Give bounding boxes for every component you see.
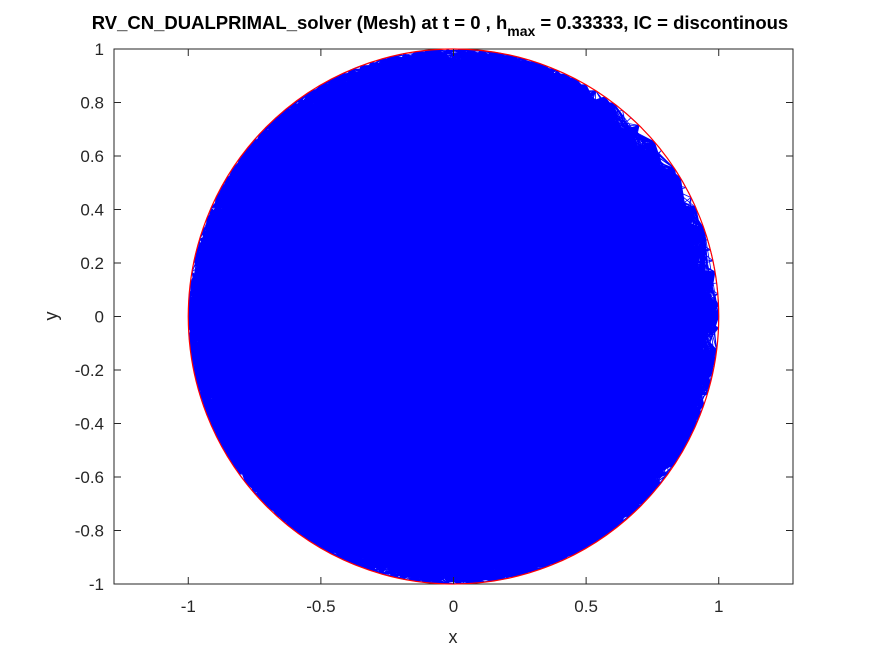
y-tick-label: 0 [95, 308, 104, 327]
y-tick-label: -1 [89, 575, 104, 594]
y-tick-label: 1 [95, 40, 104, 59]
x-tick-label: -1 [181, 597, 196, 616]
x-tick-label: 0 [449, 597, 458, 616]
y-tick-label: 0.2 [80, 254, 104, 273]
y-tick-label: 0.8 [80, 94, 104, 113]
y-tick-label: -0.2 [75, 361, 104, 380]
y-tick-label: -0.8 [75, 522, 104, 541]
x-axis-label: x [449, 627, 458, 647]
x-tick-label: 1 [714, 597, 723, 616]
y-tick-label: -0.4 [75, 415, 104, 434]
x-tick-label: -0.5 [306, 597, 335, 616]
y-axis-label: y [41, 312, 61, 321]
y-tick-label: 0.4 [80, 201, 104, 220]
title-subscript: max [507, 23, 535, 39]
title-suffix: = 0.33333, IC = discontinous [535, 12, 788, 33]
x-axis: -1 -0.5 0 0.5 1 [181, 49, 723, 616]
y-tick-label: 0.6 [80, 147, 104, 166]
x-tick-label: 0.5 [574, 597, 598, 616]
chart-title: RV_CN_DUALPRIMAL_solver (Mesh) at t = 0 … [92, 12, 788, 39]
y-axis: 1 0.8 0.6 0.4 0.2 0 -0.2 -0.4 -0.6 -0.8 -1 [75, 40, 793, 594]
title-prefix: RV_CN_DUALPRIMAL_solver (Mesh) at t = 0 … [92, 12, 507, 33]
y-tick-label: -0.6 [75, 468, 104, 487]
